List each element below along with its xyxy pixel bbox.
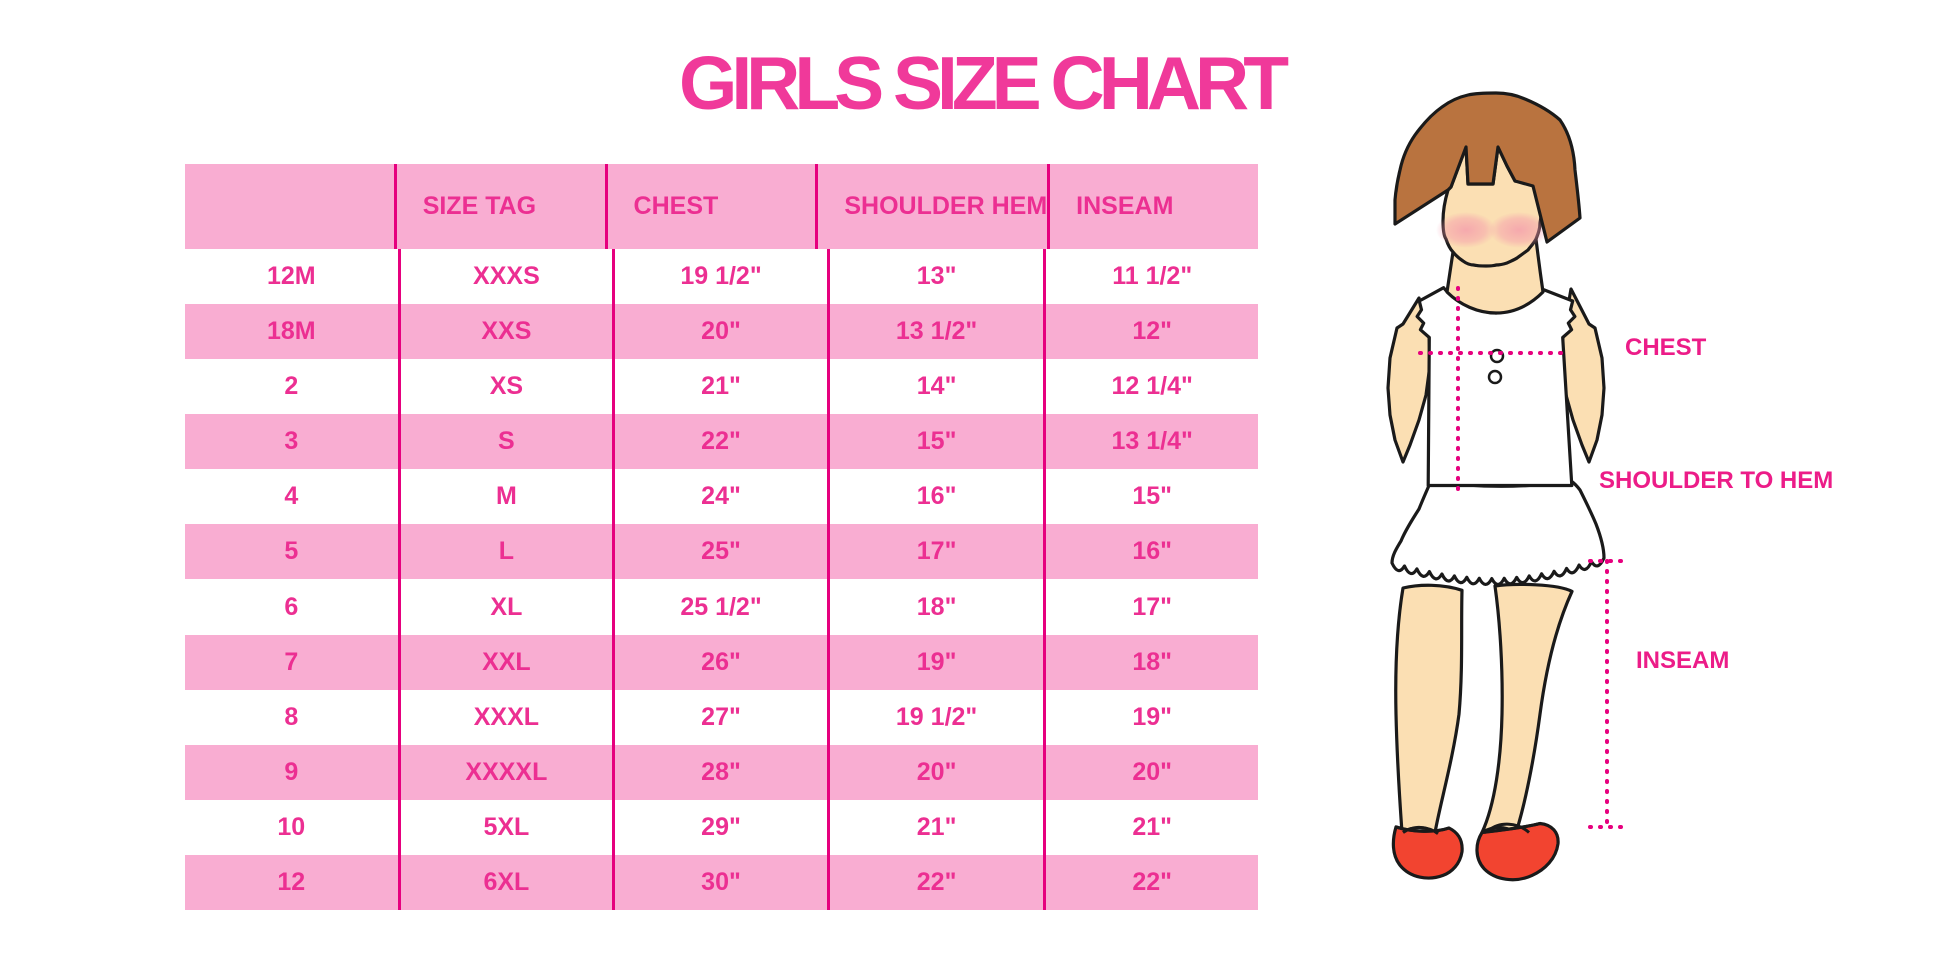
svg-text:CHEST: CHEST xyxy=(1625,334,1707,361)
svg-text:SHOULDER TO HEM: SHOULDER TO HEM xyxy=(1599,467,1833,494)
svg-text:INSEAM: INSEAM xyxy=(1636,647,1729,674)
